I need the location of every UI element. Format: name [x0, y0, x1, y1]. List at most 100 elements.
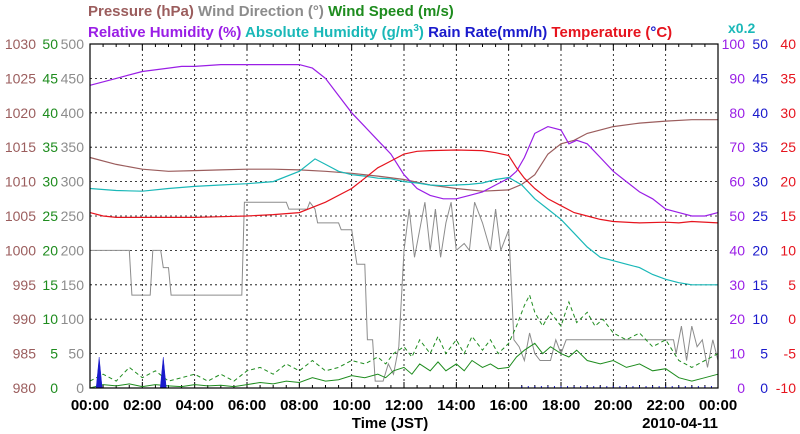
y-tick-temp: -10: [776, 380, 796, 396]
y-tick-temp: 15: [780, 208, 796, 224]
y-axes: 1030102510201015101010051000995990985980…: [5, 36, 796, 396]
y-tick-temp: 10: [780, 242, 796, 258]
y-tick-pressure: 995: [13, 277, 37, 293]
y-tick-rain: 10: [752, 311, 768, 327]
series-wind-speed: [89, 342, 719, 389]
x-tick-label: 20:00: [594, 397, 632, 414]
y-tick-wind_dir: 400: [61, 105, 85, 121]
rain-bar: [95, 357, 103, 389]
y-tick-rh: 90: [729, 70, 745, 86]
y-tick-wind_speed: 10: [42, 311, 58, 327]
legend-rain: Rain Rate(mm/h): [428, 24, 551, 41]
gridlines: [89, 44, 719, 388]
y-tick-wind_speed: 50: [42, 36, 58, 52]
y-tick-wind_dir: 50: [68, 346, 84, 362]
y-tick-wind_speed: 20: [42, 242, 58, 258]
x-tick-label: 04:00: [175, 397, 213, 414]
plot-series: [89, 63, 719, 389]
legend-rh: Relative Humidity (%): [88, 24, 245, 41]
y-tick-wind_dir: 450: [61, 70, 85, 86]
y-tick-rh: 100: [722, 36, 746, 52]
y-tick-wind_speed: 15: [42, 277, 58, 293]
x-axis-label: Time (JST): [352, 415, 428, 432]
legend-pressure: Pressure (hPa): [88, 3, 198, 20]
y-tick-rain: 25: [752, 208, 768, 224]
x-axis: 00:00 02:00 04:00 06:00 08:00 10:00 12:00 14:00…: [71, 397, 737, 414]
y-tick-wind_dir: 350: [61, 139, 85, 155]
y-tick-wind_speed: 0: [50, 380, 58, 396]
legend-temp_deg: °: [650, 24, 656, 41]
legend-ah_sup: 3: [413, 23, 419, 34]
y-tick-wind_speed: 45: [42, 70, 58, 86]
legend-row-1: Pressure (hPa) Wind Direction (°) Wind S…: [88, 3, 454, 20]
y-tick-rh: 80: [729, 105, 745, 121]
legend-wind_dir: Wind Direction (°): [198, 3, 328, 20]
y-tick-wind_speed: 40: [42, 105, 58, 121]
y-tick-rh: 40: [729, 242, 745, 258]
y-tick-rh: 0: [737, 380, 745, 396]
series-absolute-humidity: [89, 158, 718, 286]
y-tick-wind_dir: 0: [76, 380, 84, 396]
legend-ah_prefix: Absolute Humidity (g/m: [245, 24, 413, 41]
y-tick-temp: 30: [780, 105, 796, 121]
x-tick-label: 00:00: [699, 397, 737, 414]
y-tick-wind_speed: 5: [50, 346, 58, 362]
x-tick-label: 00:00: [71, 397, 109, 414]
y-tick-wind_speed: 25: [42, 208, 58, 224]
y-tick-temp: 35: [780, 70, 796, 86]
series-temperature: [89, 149, 719, 224]
y-tick-temp: 20: [780, 174, 796, 190]
y-tick-rain: 5: [760, 346, 768, 362]
x-tick-label: 16:00: [489, 397, 527, 414]
y-tick-pressure: 980: [13, 380, 37, 396]
legend-row-2: Relative Humidity (%) Absolute Humidity …: [88, 23, 672, 41]
y-tick-wind_dir: 150: [61, 277, 85, 293]
y-tick-temp: 25: [780, 139, 796, 155]
legend-temp_prefix: Temperature (: [551, 24, 650, 41]
y-tick-temp: 40: [780, 36, 796, 52]
y-tick-pressure: 1015: [5, 139, 36, 155]
x-tick-label: 08:00: [280, 397, 318, 414]
x-tick-label: 12:00: [385, 397, 423, 414]
y-tick-pressure: 990: [13, 311, 37, 327]
y-tick-temp: -5: [784, 346, 797, 362]
y-tick-temp: 5: [788, 277, 796, 293]
y-tick-pressure: 1020: [5, 105, 36, 121]
series-wind-direction: [90, 201, 719, 382]
y-tick-rh: 70: [729, 139, 745, 155]
y-tick-rh: 10: [729, 346, 745, 362]
legend-ah_suffix: ): [419, 24, 428, 41]
y-tick-rain: 15: [752, 277, 768, 293]
y-tick-pressure: 1025: [5, 70, 36, 86]
y-tick-pressure: 1030: [5, 36, 36, 52]
plot-frame: [89, 43, 719, 389]
y-tick-rain: 45: [752, 70, 768, 86]
date-label: 2010-04-11: [642, 415, 718, 432]
rain-scale-note: x0.2: [728, 20, 755, 36]
x-tick-label: 10:00: [332, 397, 370, 414]
y-tick-pressure: 1010: [5, 174, 36, 190]
y-tick-rh: 30: [729, 277, 745, 293]
y-tick-wind_dir: 200: [61, 242, 85, 258]
y-tick-rain: 0: [760, 380, 768, 396]
y-tick-rh: 50: [729, 208, 745, 224]
legend-wind_speed: Wind Speed (m/s): [328, 3, 454, 20]
y-tick-wind_dir: 300: [61, 174, 85, 190]
y-tick-pressure: 1000: [5, 242, 36, 258]
x-tick-label: 06:00: [228, 397, 266, 414]
series-relative-humidity: [89, 63, 719, 217]
y-tick-rain: 35: [752, 139, 768, 155]
y-tick-rain: 20: [752, 242, 768, 258]
y-tick-wind_dir: 100: [61, 311, 85, 327]
y-tick-temp: 0: [788, 311, 796, 327]
y-tick-wind_dir: 250: [61, 208, 85, 224]
y-tick-pressure: 1005: [5, 208, 36, 224]
y-tick-wind_dir: 500: [61, 36, 85, 52]
rain-bar: [159, 357, 167, 389]
y-tick-wind_speed: 35: [42, 139, 58, 155]
y-tick-rain: 50: [752, 36, 768, 52]
x-tick-label: 22:00: [646, 397, 684, 414]
x-tick-label: 02:00: [123, 397, 161, 414]
series-pressure: [89, 119, 718, 192]
